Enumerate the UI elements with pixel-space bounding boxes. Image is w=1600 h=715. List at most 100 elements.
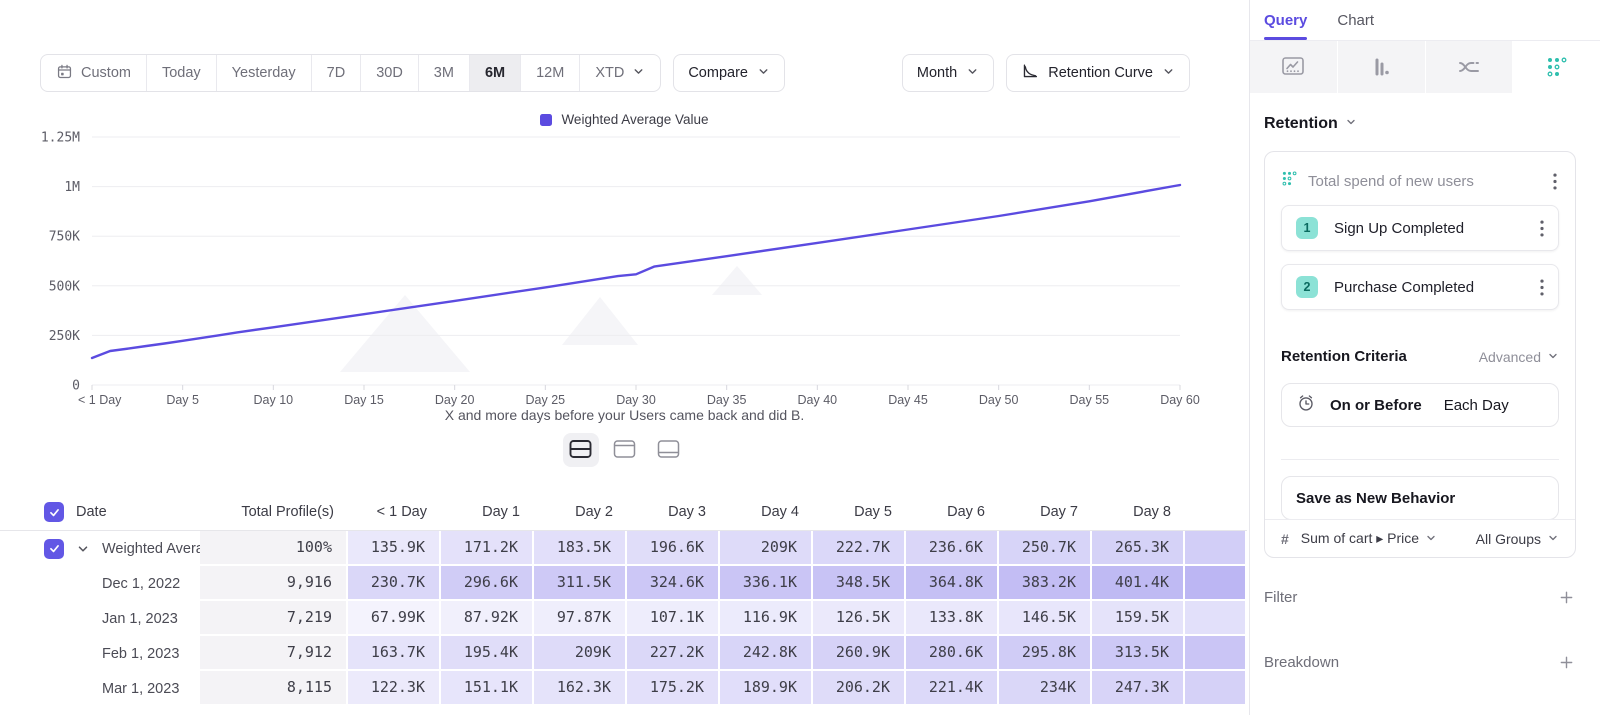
retention-value-cell: 247.3K	[1092, 671, 1185, 706]
retention-value-cell: 87.92K	[441, 601, 534, 636]
retention-criteria-header: Retention Criteria Advanced	[1281, 348, 1559, 365]
column-header: Day 2	[575, 504, 613, 520]
main-panel: Custom Today Yesterday 7D 30D 3M 6M 12M XTD Comp…	[0, 54, 1249, 706]
criteria-row[interactable]: On or Before Each Day	[1281, 383, 1559, 427]
x-axis-label: Day 10	[254, 393, 294, 407]
row-label: Jan 1, 2023	[102, 610, 178, 627]
save-as-new-behavior-button[interactable]: Save as New Behavior	[1281, 476, 1559, 520]
toggle-chart-only-view[interactable]	[607, 433, 643, 467]
behavior-step-1[interactable]: 1 Sign Up Completed	[1281, 205, 1559, 251]
chevron-down-icon	[632, 65, 645, 82]
column-header: < 1 Day	[376, 504, 427, 520]
kebab-menu-icon[interactable]	[1551, 171, 1559, 192]
chart-type-label: Retention Curve	[1048, 65, 1153, 81]
table-only-view-icon	[657, 439, 680, 462]
range-yesterday[interactable]: Yesterday	[217, 55, 312, 91]
chart-type-tab-group	[1250, 41, 1600, 93]
range-xtd[interactable]: XTD	[580, 55, 660, 91]
chevron-down-icon	[757, 65, 770, 82]
row-checkbox[interactable]	[44, 538, 64, 559]
retention-curve-icon	[1021, 63, 1039, 84]
tab-chart[interactable]: Chart	[1337, 0, 1374, 40]
breakdown-section: Breakdown	[1264, 653, 1576, 672]
range-custom[interactable]: Custom	[41, 55, 147, 91]
criteria-mode-dropdown[interactable]: Advanced	[1479, 349, 1559, 365]
retention-value-cell: 348.5K	[813, 566, 906, 601]
x-axis-label: < 1 Day	[78, 393, 122, 407]
chart-type-tab-flow-chart[interactable]	[1424, 41, 1513, 93]
criteria-operator: On or Before	[1330, 396, 1422, 414]
total-profiles-cell: 7,912	[200, 636, 348, 671]
row-label: Feb 1, 2023	[102, 645, 180, 662]
column-header: Day 4	[761, 504, 799, 520]
tab-query-label: Query	[1264, 11, 1308, 29]
chart-type-tab-retention-grid[interactable]	[1512, 41, 1600, 93]
x-axis-label: Day 25	[526, 393, 566, 407]
total-profiles-cell: 7,219	[200, 601, 348, 636]
chevron-down-icon	[1425, 531, 1437, 547]
add-breakdown-button[interactable]	[1557, 653, 1576, 672]
select-all-checkbox[interactable]	[44, 502, 64, 522]
range-12m[interactable]: 12M	[521, 55, 581, 91]
step-number-badge: 2	[1296, 276, 1318, 298]
measure-row: # Sum of cart ▸ Price All Groups	[1265, 519, 1575, 557]
granularity-button[interactable]: Month	[901, 54, 995, 92]
toggle-split-view[interactable]	[562, 433, 599, 467]
column-header: Day 7	[1040, 504, 1078, 520]
flow-chart-icon	[1456, 55, 1482, 79]
tab-query[interactable]: Query	[1264, 0, 1308, 40]
retention-value-cell-cut	[1185, 601, 1247, 636]
retention-line-chart: 0 250K 500K 750K 1M 1.25M < 1 Day Day 5 Day 10 Da…	[41, 131, 1200, 408]
hash-icon: #	[1281, 530, 1289, 547]
view-toggle-group	[0, 433, 1249, 467]
retention-section-dropdown[interactable]: Retention	[1264, 115, 1600, 133]
retention-value-cell: 401.4K	[1092, 566, 1185, 601]
granularity-label: Month	[916, 65, 958, 81]
range-today[interactable]: Today	[147, 55, 217, 91]
chevron-down-icon	[1345, 115, 1357, 133]
range-label: Today	[161, 65, 201, 81]
range-7d[interactable]: 7D	[312, 55, 362, 91]
toggle-table-only-view[interactable]	[651, 433, 687, 467]
measure-dropdown[interactable]: Sum of cart ▸ Price	[1301, 530, 1437, 547]
x-axis-label: Day 30	[616, 393, 656, 407]
compare-button[interactable]: Compare	[673, 54, 785, 92]
retention-value-cell: 260.9K	[813, 636, 906, 671]
line-chart-icon	[1280, 55, 1306, 79]
kebab-menu-icon[interactable]	[1538, 218, 1546, 239]
retention-value-cell: 126.5K	[813, 601, 906, 636]
x-axis-label: Day 20	[435, 393, 475, 407]
row-label-cell: Mar 1, 2023	[0, 671, 200, 706]
chart-caption: X and more days before your Users came b…	[444, 407, 805, 423]
expand-chevron-icon[interactable]	[76, 542, 90, 556]
y-axis-label: 0	[72, 379, 80, 394]
retention-value-cell: 206.2K	[813, 671, 906, 706]
retention-grid-icon	[1281, 170, 1298, 192]
retention-value-cell: 195.4K	[441, 636, 534, 671]
retention-value-cell: 116.9K	[720, 601, 813, 636]
behavior-card: Total spend of new users 1 Sign Up Comple…	[1264, 151, 1576, 558]
range-6m[interactable]: 6M	[469, 55, 522, 91]
chart-legend[interactable]: Weighted Average Value	[0, 112, 1249, 127]
all-groups-dropdown[interactable]: All Groups	[1476, 531, 1559, 547]
chart-type-tab-line-chart[interactable]	[1250, 41, 1337, 93]
retention-value-cell: 159.5K	[1092, 601, 1185, 636]
retention-value-cell: 122.3K	[348, 671, 441, 706]
retention-value-cell-cut	[1185, 566, 1247, 601]
watermark-triangle	[712, 266, 762, 295]
range-30d[interactable]: 30D	[361, 55, 419, 91]
row-label: Dec 1, 2022	[102, 575, 181, 592]
behavior-card-header: Total spend of new users	[1281, 170, 1559, 192]
chart-type-tab-bar-chart[interactable]	[1336, 41, 1425, 93]
chart-type-button[interactable]: Retention Curve	[1006, 54, 1190, 92]
y-axis-label: 1M	[64, 180, 80, 195]
behavior-step-2[interactable]: 2 Purchase Completed	[1281, 264, 1559, 310]
retention-value-cell: 383.2K	[999, 566, 1092, 601]
add-filter-button[interactable]	[1557, 588, 1576, 607]
retention-value-cell: 135.9K	[348, 531, 441, 566]
row-label-cell: Weighted Average ...	[0, 531, 236, 566]
retention-value-cell: 183.5K	[534, 531, 627, 566]
range-3m[interactable]: 3M	[419, 55, 470, 91]
x-axis-label: Day 55	[1070, 393, 1110, 407]
kebab-menu-icon[interactable]	[1538, 277, 1546, 298]
